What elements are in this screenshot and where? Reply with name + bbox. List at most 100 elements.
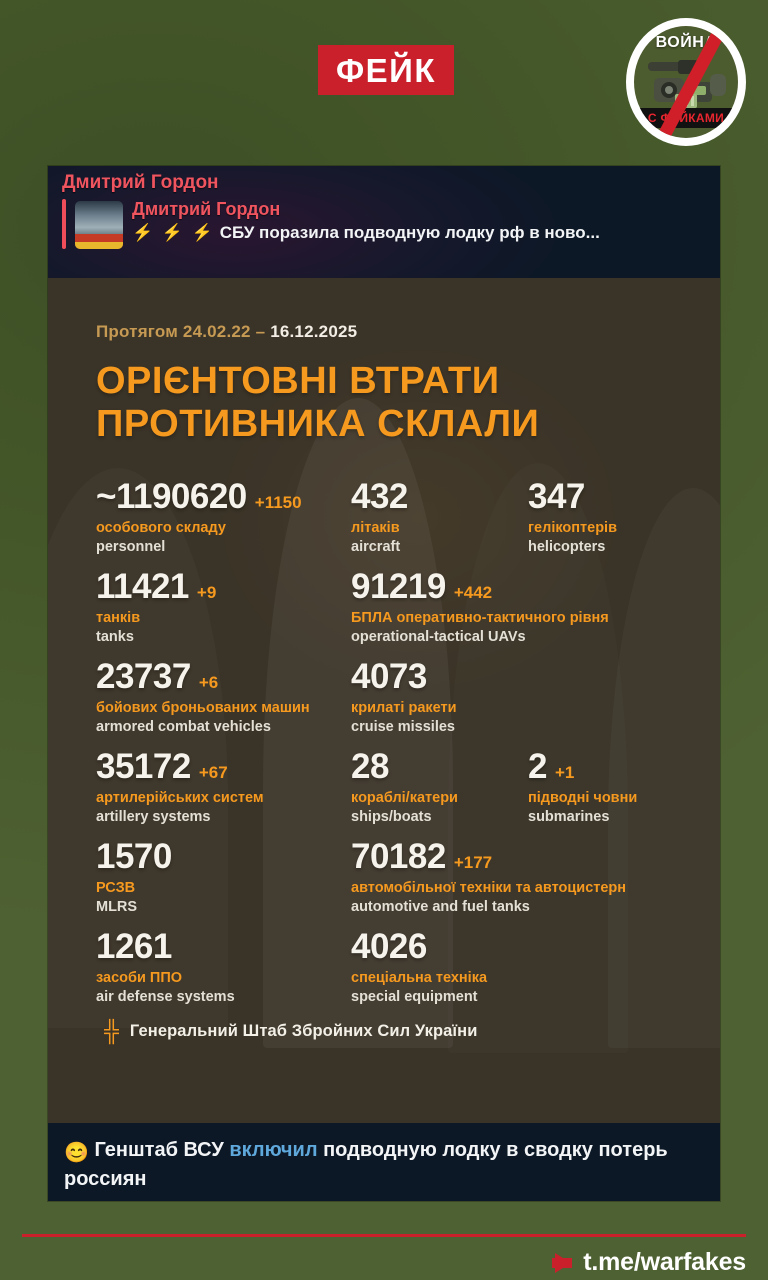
video-camera-icon — [648, 60, 726, 108]
stat-value: 70182 — [351, 837, 446, 877]
wink-emoji-icon: 😊 — [64, 1142, 89, 1164]
stat-value: 23737 — [96, 657, 191, 697]
stat-value-line: 2 +1 — [528, 749, 637, 784]
stat-label-ua: гелікоптерів — [528, 520, 617, 537]
stat-value: 91219 — [351, 567, 446, 607]
stat-value: 28 — [351, 747, 389, 787]
stat-item: ~1190620 +1150 особового складу personnel — [96, 479, 302, 555]
stat-label-en: cruise missiles — [351, 718, 455, 735]
post-thumbnail[interactable] — [75, 200, 123, 249]
caption-part-2: подводную лодку в сводку потерь россиян — [64, 1139, 668, 1191]
stat-value: 11421 — [96, 567, 189, 607]
quote-text-label: СБУ поразила подводную лодку рф в ново..… — [219, 222, 600, 242]
stat-item: 91219 +442 БПЛА оперативно-тактичного рівн… — [351, 569, 609, 645]
stat-label-en: personnel — [96, 538, 166, 555]
channel-name: Дмитрий Гордон — [62, 172, 219, 193]
title-line-2: ПРОТИВНИКА СКЛАЛИ — [96, 402, 540, 445]
stat-value-line: 4073 — [351, 659, 457, 694]
stat-row: 35172 +67 артилерійських систем artillery s… — [96, 749, 674, 827]
losses-infographic: Протягом 24.02.22 – 16.12.2025 ОРІЄНТОВН… — [48, 278, 720, 1123]
footer-link-label: t.me/warfakes — [583, 1248, 746, 1276]
stat-item: 23737 +6 бойових броньованих машин armored … — [96, 659, 310, 735]
stat-value-line: 28 — [351, 749, 458, 784]
stat-delta: +177 — [453, 853, 493, 873]
stat-value-line: 4026 — [351, 929, 487, 964]
stat-value-line: 23737 +6 — [96, 659, 310, 694]
stat-label-en: helicopters — [528, 538, 606, 555]
stat-label-en: special equipment — [351, 988, 478, 1005]
period-line: Протягом 24.02.22 – 16.12.2025 — [96, 322, 674, 342]
stat-row: 1261 засоби ППО air defense systems 4026 спе… — [96, 929, 674, 1007]
stat-label-ua: особового складу — [96, 520, 226, 537]
stat-value-line: 11421 +9 — [96, 569, 216, 604]
stat-label-en: submarines — [528, 808, 610, 825]
forwarded-quote[interactable]: Дмитрий Гордон ⚡ ⚡ ⚡ СБУ поразила подвод… — [62, 198, 710, 249]
stat-delta: +9 — [196, 583, 217, 603]
logo-inner: ВОЙНА С ФЕЙКАМИ — [634, 26, 738, 138]
stat-row: 1570 РСЗВ MLRS 70182 +177 автомобільної техні… — [96, 839, 674, 917]
quote-author: Дмитрий Гордон — [132, 198, 281, 219]
caption-link[interactable]: включил — [229, 1139, 318, 1161]
caption-part-1: Генштаб ВСУ — [94, 1139, 230, 1161]
stat-label-en: tanks — [96, 628, 134, 645]
stat-value: 2 — [528, 747, 547, 787]
footer-divider — [22, 1234, 746, 1237]
stat-label-en: operational-tactical UAVs — [351, 628, 526, 645]
stat-delta: +6 — [198, 673, 219, 693]
stat-item: 432 літаків aircraft — [351, 479, 408, 555]
stat-row: ~1190620 +1150 особового складу personnel 43… — [96, 479, 674, 557]
stat-value: ~1190620 — [96, 477, 247, 517]
quote-body: Дмитрий Гордон ⚡ ⚡ ⚡ СБУ поразила подвод… — [132, 199, 710, 249]
stat-value: 4073 — [351, 657, 427, 697]
stat-label-ua: кораблі/катери — [351, 790, 458, 807]
stat-label-ua: засоби ППО — [96, 970, 183, 987]
stat-value-line: 70182 +177 — [351, 839, 626, 874]
stat-label-ua: літаків — [351, 520, 400, 537]
source-attribution: ╬ Генеральний Штаб Збройних Сил України — [96, 1021, 674, 1042]
stat-value-line: 1570 — [96, 839, 172, 874]
stat-delta: +67 — [198, 763, 228, 783]
footer-channel-link[interactable]: t.me/warfakes — [552, 1248, 746, 1277]
trident-icon: ╬ — [104, 1020, 119, 1044]
fake-stamp: ФЕЙК — [318, 45, 454, 95]
stat-value: 347 — [528, 477, 585, 517]
stat-value-line: 35172 +67 — [96, 749, 264, 784]
stat-label-ua: бойових броньованих машин — [96, 700, 310, 717]
stat-label-en: armored combat vehicles — [96, 718, 271, 735]
quote-text: ⚡ ⚡ ⚡ СБУ поразила подводную лодку рф в … — [132, 223, 710, 243]
stat-label-en: aircraft — [351, 538, 401, 555]
logo-bottom-label: С ФЕЙКАМИ — [647, 111, 725, 125]
stat-label-ua: артилерійських систем — [96, 790, 264, 807]
stat-item: 1570 РСЗВ MLRS — [96, 839, 172, 915]
stat-delta: +442 — [453, 583, 493, 603]
stat-row: 11421 +9 танків tanks 91219 +442 БПЛА оператив… — [96, 569, 674, 647]
quote-accent-bar — [62, 198, 66, 249]
stat-delta: +1150 — [254, 493, 302, 513]
stat-item: 35172 +67 артилерійських систем artillery s… — [96, 749, 264, 825]
stat-label-en: ships/boats — [351, 808, 432, 825]
lightning-bolt-icon: ⚡ ⚡ ⚡ — [132, 222, 215, 242]
post-caption: 😊 Генштаб ВСУ включил подводную лодку в … — [48, 1123, 720, 1203]
stat-value-line: 1261 — [96, 929, 235, 964]
infographic-content: Протягом 24.02.22 – 16.12.2025 ОРІЄНТОВН… — [48, 278, 720, 1042]
stat-value: 432 — [351, 477, 408, 517]
stat-label-ua: БПЛА оперативно-тактичного рівня — [351, 610, 609, 627]
stat-value-line: 347 — [528, 479, 617, 514]
stat-label-ua: автомобільної техніки та автоцистерн — [351, 880, 627, 897]
stat-label-en: air defense systems — [96, 988, 235, 1005]
stat-row: 23737 +6 бойових броньованих машин armored … — [96, 659, 674, 737]
stat-label-ua: спеціальна техніка — [351, 970, 488, 987]
stat-label-ua: підводні човни — [528, 790, 638, 807]
title-line-1: ОРІЄНТОВНІ ВТРАТИ — [96, 360, 500, 402]
stat-value: 4026 — [351, 927, 427, 967]
stat-value: 35172 — [96, 747, 191, 787]
infographic-title: ОРІЄНТОВНІ ВТРАТИ ПРОТИВНИКА СКЛАЛИ — [96, 360, 674, 445]
stat-label-en: automotive and fuel tanks — [351, 898, 530, 915]
stat-delta: +1 — [554, 763, 575, 783]
stat-label-ua: танків — [96, 610, 141, 627]
stats-grid: ~1190620 +1150 особового складу personnel 43… — [96, 479, 674, 1007]
stat-item: 1261 засоби ППО air defense systems — [96, 929, 235, 1005]
stat-value-line: 91219 +442 — [351, 569, 609, 604]
fake-stamp-label: ФЕЙК — [335, 51, 437, 89]
